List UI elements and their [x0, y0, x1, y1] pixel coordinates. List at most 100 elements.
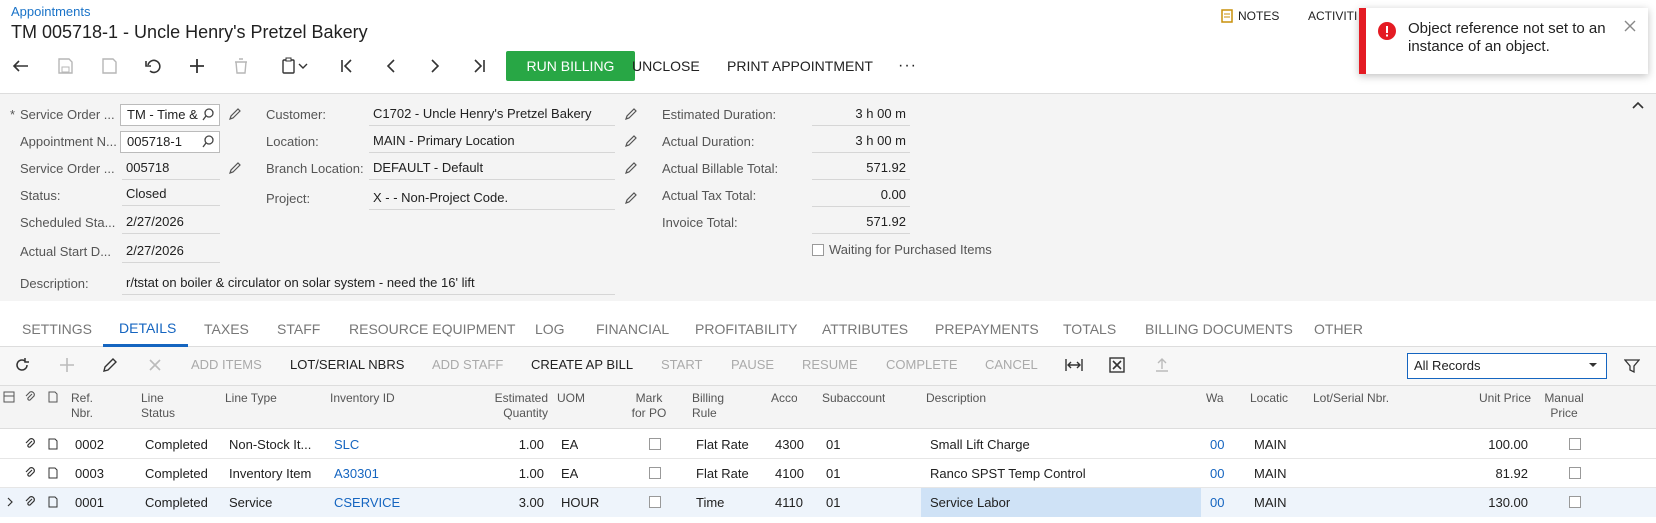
delete-row-icon[interactable]: [147, 357, 163, 373]
col-billing-rule[interactable]: Billing Rule: [692, 391, 724, 421]
fit-columns-icon[interactable]: [1065, 357, 1083, 373]
notes-button[interactable]: NOTES: [1221, 9, 1279, 23]
last-record-button[interactable]: [466, 50, 492, 82]
edit-pencil-icon[interactable]: [624, 161, 638, 175]
search-icon[interactable]: [202, 135, 215, 148]
manual-price-checkbox[interactable]: [1569, 438, 1581, 450]
tab-settings[interactable]: SETTINGS: [22, 321, 93, 337]
tab-taxes[interactable]: TAXES: [204, 321, 249, 337]
attachment-icon[interactable]: [24, 496, 36, 508]
table-row-selected[interactable]: 0001 Completed Service CSERVICE 3.00 HOU…: [0, 488, 1656, 517]
tab-totals[interactable]: TOTALS: [1063, 321, 1117, 337]
attachment-icon[interactable]: [24, 467, 36, 479]
next-record-button[interactable]: [422, 50, 448, 82]
actual-start-value[interactable]: 2/27/2026: [122, 241, 220, 263]
resume-button[interactable]: RESUME: [802, 357, 858, 372]
mark-for-po-checkbox[interactable]: [649, 467, 661, 479]
col-warehouse[interactable]: Wa: [1206, 391, 1224, 405]
copy-paste-button[interactable]: [272, 50, 316, 82]
refresh-icon[interactable]: [14, 357, 30, 373]
customer-value[interactable]: C1702 - Uncle Henry's Pretzel Bakery: [369, 104, 615, 126]
note-icon[interactable]: [47, 467, 59, 479]
search-icon[interactable]: [202, 108, 215, 121]
col-lot-serial[interactable]: Lot/Serial Nbr.: [1313, 391, 1390, 405]
cell-inventory-link[interactable]: SLC: [334, 437, 360, 452]
tab-staff[interactable]: STAFF: [277, 321, 321, 337]
waiting-purchased-checkbox[interactable]: [812, 244, 824, 256]
col-line-status[interactable]: Line Status: [141, 391, 175, 421]
breadcrumb-appointments[interactable]: Appointments: [11, 4, 91, 19]
edit-pencil-icon[interactable]: [228, 161, 242, 175]
tab-profitability[interactable]: PROFITABILITY: [695, 321, 798, 337]
excel-export-icon[interactable]: [1109, 357, 1125, 373]
mark-for-po-checkbox[interactable]: [649, 438, 661, 450]
previous-record-button[interactable]: [378, 50, 404, 82]
undo-button[interactable]: [140, 50, 166, 82]
table-row[interactable]: 0003 Completed Inventory Item A30301 1.0…: [0, 459, 1656, 488]
service-order-nbr-value[interactable]: 005718: [122, 158, 220, 180]
branch-location-value[interactable]: DEFAULT - Default: [369, 158, 615, 180]
start-button[interactable]: START: [661, 357, 703, 372]
add-button[interactable]: [184, 50, 210, 82]
cell-inventory-link[interactable]: A30301: [334, 466, 379, 481]
col-description[interactable]: Description: [926, 391, 987, 405]
cell-inventory-link[interactable]: CSERVICE: [334, 495, 401, 510]
project-value[interactable]: X - - Non-Project Code.: [369, 188, 615, 210]
tab-details[interactable]: DETAILS: [119, 320, 177, 336]
grid-settings-icon[interactable]: [3, 391, 15, 403]
add-items-button[interactable]: ADD ITEMS: [191, 357, 262, 372]
note-icon[interactable]: [47, 438, 59, 450]
tab-resource-equipment[interactable]: RESOURCE EQUIPMENT: [349, 321, 516, 337]
appointment-nbr-field[interactable]: 005718-1: [120, 131, 220, 153]
cell-warehouse-link[interactable]: 00: [1210, 437, 1225, 452]
tab-attributes[interactable]: ATTRIBUTES: [822, 321, 909, 337]
scheduled-start-value[interactable]: 2/27/2026: [122, 212, 220, 234]
lot-serial-nbrs-button[interactable]: LOT/SERIAL NBRS: [290, 357, 405, 372]
cancel-button[interactable]: CANCEL: [985, 357, 1038, 372]
run-billing-button[interactable]: RUN BILLING: [506, 51, 635, 81]
note-icon[interactable]: [47, 496, 59, 508]
manual-price-checkbox[interactable]: [1569, 467, 1581, 479]
edit-pencil-icon[interactable]: [624, 107, 638, 121]
complete-button[interactable]: COMPLETE: [886, 357, 958, 372]
mark-for-po-checkbox[interactable]: [649, 496, 661, 508]
col-location[interactable]: Locatic: [1250, 391, 1289, 405]
save-button[interactable]: [52, 50, 78, 82]
unclose-button[interactable]: UNCLOSE: [632, 58, 700, 74]
tab-billing-documents[interactable]: BILLING DOCUMENTS: [1145, 321, 1293, 337]
tab-other[interactable]: OTHER: [1314, 321, 1363, 337]
close-icon[interactable]: [1624, 20, 1636, 32]
edit-pencil-icon[interactable]: [102, 357, 118, 373]
activities-button[interactable]: ACTIVITI: [1308, 9, 1357, 23]
cell-warehouse-link[interactable]: 00: [1210, 466, 1225, 481]
tab-financial[interactable]: FINANCIAL: [596, 321, 670, 337]
description-value[interactable]: r/tstat on boiler & circulator on solar …: [122, 273, 615, 295]
first-record-button[interactable]: [334, 50, 360, 82]
col-mark-for-po[interactable]: Mark for PO: [630, 391, 668, 421]
pause-button[interactable]: PAUSE: [731, 357, 775, 372]
col-subaccount[interactable]: Subaccount: [822, 391, 886, 405]
edit-pencil-icon[interactable]: [228, 107, 242, 121]
manual-price-checkbox[interactable]: [1569, 496, 1581, 508]
cell-description[interactable]: Service Labor: [930, 495, 1011, 510]
tab-prepayments[interactable]: PREPAYMENTS: [935, 321, 1039, 337]
tab-log[interactable]: LOG: [535, 321, 565, 337]
delete-button[interactable]: [228, 50, 254, 82]
edit-pencil-icon[interactable]: [624, 191, 638, 205]
add-row-icon[interactable]: [59, 357, 75, 373]
back-button[interactable]: [8, 50, 34, 82]
table-row[interactable]: 0002 Completed Non-Stock It... SLC 1.00 …: [0, 430, 1656, 459]
col-inventory-id[interactable]: Inventory ID: [330, 391, 395, 405]
add-staff-button[interactable]: ADD STAFF: [432, 357, 504, 372]
col-estimated-quantity[interactable]: Estimated Quantity: [460, 391, 548, 421]
col-uom[interactable]: UOM: [557, 391, 585, 405]
location-value[interactable]: MAIN - Primary Location: [369, 131, 615, 153]
col-ref-nbr[interactable]: Ref. Nbr.: [71, 391, 93, 421]
attachment-icon[interactable]: [24, 438, 36, 450]
col-account[interactable]: Acco: [771, 391, 797, 405]
collapse-chevron-icon[interactable]: [1631, 98, 1645, 112]
col-unit-price[interactable]: Unit Price: [1478, 391, 1531, 405]
more-button[interactable]: ···: [898, 57, 917, 74]
records-filter-select[interactable]: All Records: [1407, 353, 1607, 379]
print-appointment-button[interactable]: PRINT APPOINTMENT: [727, 58, 873, 74]
